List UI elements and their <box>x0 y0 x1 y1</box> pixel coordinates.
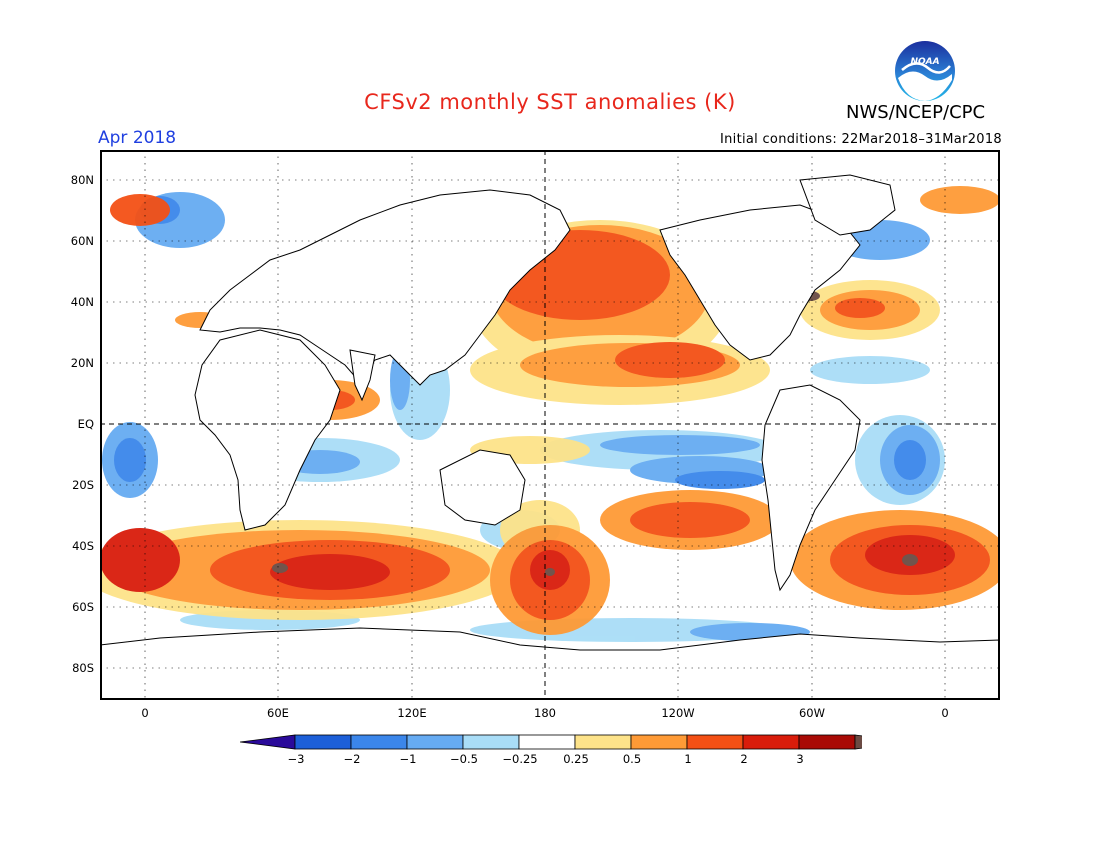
lon-label: 60W <box>798 706 825 720</box>
colorbar-tick-label: −1 <box>399 752 417 766</box>
noaa-logo: NOAA <box>894 40 956 102</box>
logo-text: NOAA <box>910 57 940 67</box>
lat-label: 60S <box>72 600 94 614</box>
colorbar-swatch <box>294 734 352 750</box>
lon-label: 120W <box>661 706 695 720</box>
initial-conditions: Initial conditions: 22Mar2018–31Mar2018 <box>719 132 1002 147</box>
colorbar-tick-label: −0.25 <box>502 752 538 766</box>
colorbar-swatch <box>742 734 800 750</box>
lon-label: 120E <box>397 706 427 720</box>
colorbar-swatch <box>462 734 520 750</box>
graticule <box>100 150 1000 700</box>
colorbar-swatch <box>350 734 408 750</box>
colorbar-tick-label: 0.5 <box>622 752 642 766</box>
lat-label: 60N <box>70 234 94 248</box>
chart-title: CFSv2 monthly SST anomalies (K) <box>364 90 736 114</box>
agency-label: NWS/NCEP/CPC <box>846 102 986 123</box>
forecast-month: Apr 2018 <box>98 128 177 148</box>
sst-anomaly-map <box>100 150 1000 700</box>
lat-label: EQ <box>77 417 94 431</box>
colorbar-tick-label: 1 <box>684 752 692 766</box>
continents <box>100 174 1000 700</box>
colorbar-tick-label: 2 <box>740 752 748 766</box>
lon-label: 180 <box>534 706 556 720</box>
lon-label: 0 <box>141 706 149 720</box>
colorbar-swatch <box>686 734 744 750</box>
colorbar-end-high <box>854 734 862 750</box>
colorbar-tick-label: −3 <box>287 752 305 766</box>
lat-label: 80S <box>72 661 94 675</box>
colorbar-swatch <box>406 734 464 750</box>
lat-label: 40N <box>70 295 94 309</box>
lon-label: 60E <box>267 706 289 720</box>
lat-label: 80N <box>70 173 94 187</box>
lat-label: 20N <box>70 356 94 370</box>
colorbar-tick-label: 0.25 <box>563 752 589 766</box>
colorbar-end-low <box>240 734 296 750</box>
colorbar-tick-label: −0.5 <box>450 752 478 766</box>
equator-dateline <box>100 150 1000 700</box>
colorbar-swatch <box>798 734 856 750</box>
colorbar-tick-label: 3 <box>796 752 804 766</box>
colorbar-swatch <box>518 734 576 750</box>
lat-label: 20S <box>72 478 94 492</box>
colorbar <box>240 734 862 750</box>
map-frame <box>100 150 1000 700</box>
colorbar-swatch <box>630 734 688 750</box>
lat-label: 40S <box>72 539 94 553</box>
colorbar-tick-label: −2 <box>343 752 361 766</box>
colorbar-swatch <box>574 734 632 750</box>
lon-label: 0 <box>941 706 949 720</box>
